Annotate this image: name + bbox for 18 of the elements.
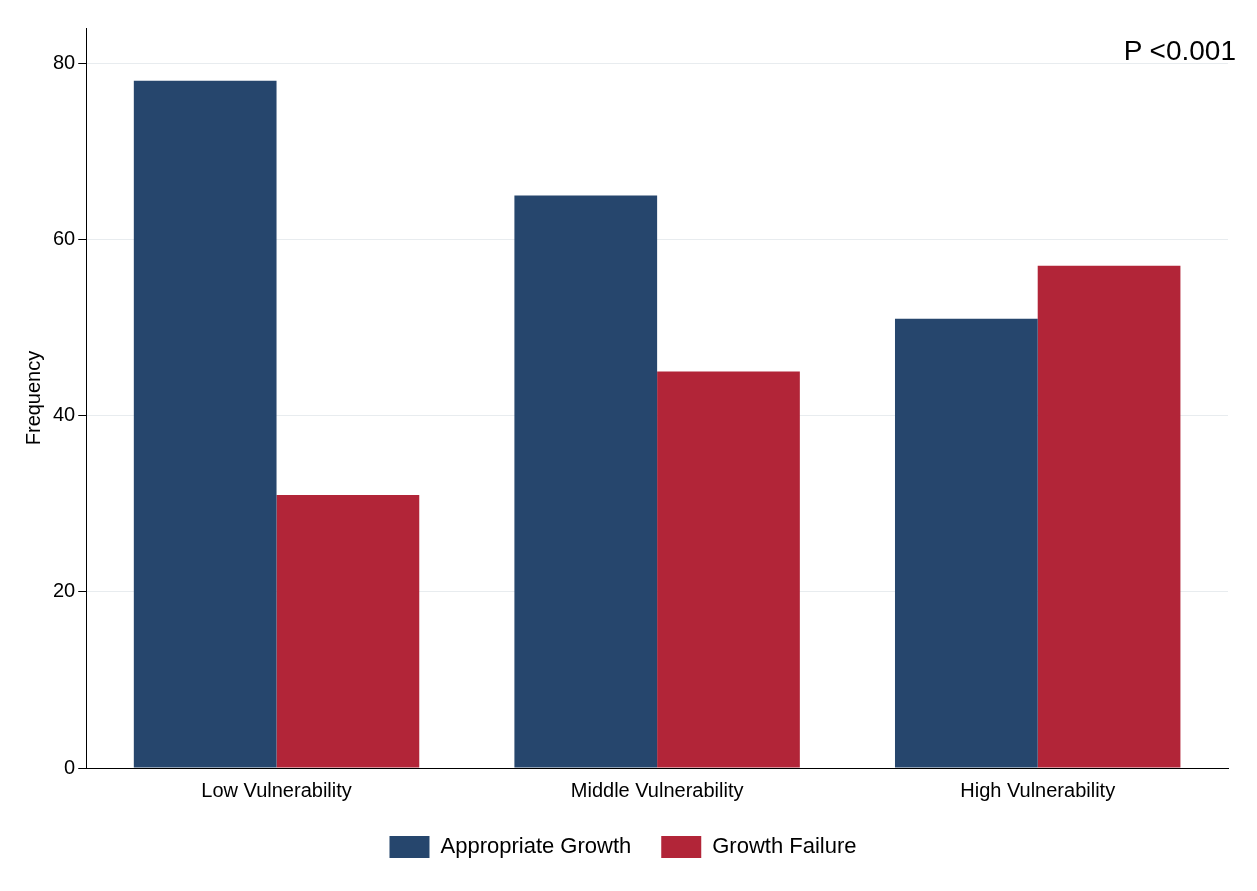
y-axis-title: Frequency (21, 350, 44, 446)
x-tick-label: Low Vulnerability (201, 778, 352, 801)
x-tick-label: High Vulnerability (960, 778, 1116, 801)
legend-label: Growth Failure (712, 833, 857, 859)
bar (276, 494, 420, 768)
y-tick-label: 60 (53, 226, 76, 249)
bar (133, 80, 277, 768)
bar (1037, 265, 1181, 768)
y-tick-label: 20 (53, 579, 76, 602)
y-tick-label: 0 (64, 755, 76, 778)
legend-label: Appropriate Growth (440, 833, 632, 859)
x-tick-label: Middle Vulnerability (570, 778, 744, 801)
bar (894, 318, 1038, 768)
y-tick-label: 40 (53, 403, 76, 426)
y-tick-label: 80 (53, 50, 76, 73)
bar (657, 371, 800, 768)
annotation: P <0.001 (1123, 34, 1236, 66)
bar (514, 195, 658, 768)
